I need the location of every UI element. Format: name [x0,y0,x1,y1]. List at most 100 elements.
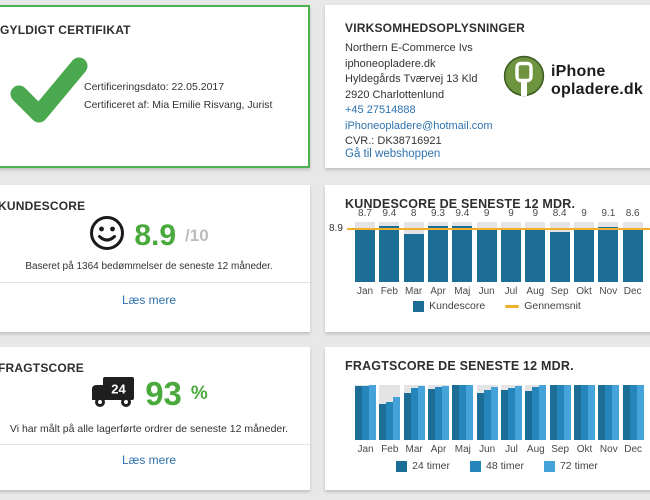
bar-group-apr: Apr [428,385,449,455]
kundescore-chart-card: KUNDESCORE DE SENESTE 12 MDR. 8.7 Jan 9.4 F… [325,185,650,332]
bar-group-dec: Dec [622,385,644,455]
legend-swatch-square [470,460,482,472]
certificate-card: GYLDIGT CERTIFIKAT Certificeringsdato: 2… [0,5,310,168]
bar-column-jul: 9 Jul [501,208,521,297]
fragt-bar-24-timer [403,393,411,440]
kundescore-bar [476,228,497,282]
fragtscore-read-more-link[interactable]: Læs mere [121,453,177,467]
charger-plug-icon [503,55,545,106]
kundescore-chart-title: KUNDESCORE DE SENESTE 12 MDR. [345,197,576,211]
fragt-bar-48-timer [581,385,588,440]
month-label: Feb [380,286,398,297]
fragt-bar-24-timer [598,385,606,440]
shop-logo: iPhone opladere.dk [503,55,643,106]
go-to-webshop-link[interactable]: Gå til webshoppen [345,148,441,160]
kundescore-chart-plot: 8.7 Jan 9.4 Feb 8 Mar 9.3 Apr 9.4 Maj 9 Jun 9 Jul 9 Aug… [329,208,650,297]
bar-group-jun: Jun [476,385,498,455]
bar-column-dec: 8.6 Dec [622,208,643,297]
kundescore-bar [525,228,546,282]
month-label: Maj [454,444,471,455]
truck-badge-24: 24 [111,381,126,396]
fragt-bar-24-timer [525,390,533,440]
fragt-bar-48-timer [435,387,442,440]
kundescore-bar [549,231,570,282]
fragt-bar-48-timer [362,385,369,440]
bar-column-apr: 9.3 Apr [428,208,448,297]
legend-swatch-square [543,460,555,472]
company-cvr: CVR.: DK38716921 [345,135,442,147]
fragt-bar-48-timer [459,385,467,440]
company-city: 2920 Charlottenlund [345,88,445,101]
fragt-bar-72-timer [393,396,401,440]
fragt-bar-72-timer [563,385,571,440]
month-label: Aug [526,286,545,297]
month-label: Apr [430,444,447,455]
kundescore-chart-legend: Kundescore Gennemsnit [325,300,650,312]
fragtscore-chart-plot: Jan Feb Mar Apr Maj Jun Jul Aug Sep Okt Nov Dec [355,385,647,455]
bar-group-nov: Nov [598,385,620,455]
fragtscore-chart-title: FRAGTSCORE DE SENESTE 12 MDR. [345,359,574,373]
fragt-bar-24-timer [355,386,362,440]
fragt-bar-72-timer [417,386,425,440]
bar-group-sep: Sep [549,385,571,455]
month-label: Maj [454,286,471,297]
kundescore-read-more-link[interactable]: Læs mere [121,293,177,307]
month-label: Aug [526,444,545,455]
bar-value-label: 8.4 [552,208,567,219]
legend-item: 48 timer [470,460,524,472]
bar-group-okt: Okt [574,385,595,455]
bar-value-label: 8.7 [358,208,372,219]
kundescore-card: KUNDESCORE 8.9 /10 Baseret på 1364 bedøm… [0,185,310,332]
fragtscore-unit: % [190,383,208,404]
month-label: Nov [599,286,618,297]
bar-value-label: 8 [410,208,417,219]
certificate-title: GYLDIGT CERTIFIKAT [0,23,131,37]
legend-item: Gennemsnit [505,300,581,312]
fragt-bar-24-timer [476,393,484,440]
kundescore-bar [574,228,594,282]
month-label: Dec [624,444,643,455]
legend-label: Kundescore [429,300,486,312]
fragt-bar-72-timer [636,385,644,440]
fragt-bar-72-timer [466,385,474,440]
y-axis-average-label: 8.9 [329,223,343,234]
month-label: Mar [405,286,423,297]
company-phone-link[interactable]: +45 27514888 [345,104,416,116]
kundescore-title: KUNDESCORE [0,199,86,213]
company-name: Northern E-Commerce Ivs [345,42,473,54]
fragt-bar-72-timer [588,385,595,440]
fragt-bar-24-timer [549,385,557,440]
month-label: Feb [381,444,399,455]
fragt-bar-48-timer [556,385,564,440]
month-label: Jun [479,444,496,455]
certificate-date: Certificeringsdato: 22.05.2017 [84,81,225,93]
bar-column-okt: 9 Okt [574,208,594,297]
kundescore-bar [403,234,424,282]
company-domain: iphoneopladere.dk [345,57,436,70]
bar-value-label: 8.6 [625,208,640,219]
month-label: Nov [599,444,618,455]
delivery-truck-icon: 24 [90,375,136,414]
legend-item: 24 timer [396,460,450,472]
company-email-link[interactable]: iPhoneopladere@hotmail.com [345,119,493,132]
month-label: Dec [623,286,642,297]
kundescore-value: 8.9 [134,218,177,252]
bar-column-feb: 9.4 Feb [379,208,400,297]
fragt-bar-48-timer [629,385,637,440]
fragt-bar-72-timer [369,385,376,440]
bar-value-label: 9 [532,208,539,219]
fragt-bar-72-timer [442,385,449,440]
month-label: Okt [576,444,593,455]
fragtscore-caption: Vi har målt på alle lagerførte ordrer de… [9,423,289,435]
month-label: Jan [357,444,374,455]
month-label: Jul [504,286,518,297]
bar-column-jan: 8.7 Jan [355,208,375,297]
divider [0,282,310,283]
kundescore-bar [379,225,400,282]
bar-value-label: 9.4 [455,208,470,219]
bar-column-sep: 8.4 Sep [549,208,570,297]
bar-value-label: 9.3 [431,208,445,219]
bar-group-mar: Mar [403,385,425,455]
legend-item: Kundescore [413,300,485,312]
fragt-bar-72-timer [490,386,498,440]
